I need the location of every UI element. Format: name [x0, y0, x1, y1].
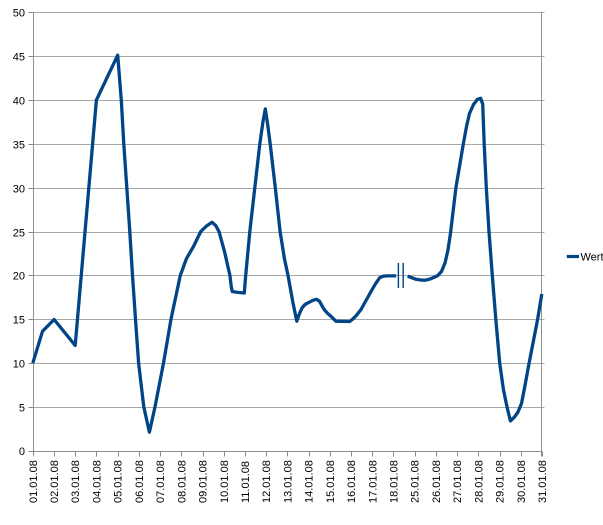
svg-text:10.01.08: 10.01.08: [219, 460, 231, 503]
svg-text:03.01.08: 03.01.08: [70, 460, 82, 503]
svg-text:20: 20: [13, 271, 25, 283]
svg-text:06.01.08: 06.01.08: [134, 460, 146, 503]
svg-text:31.01.08: 31.01.08: [537, 460, 549, 503]
svg-text:13.01.08: 13.01.08: [282, 460, 294, 503]
svg-text:08.01.08: 08.01.08: [176, 460, 188, 503]
svg-text:26.01.08: 26.01.08: [431, 460, 443, 503]
svg-text:45: 45: [13, 52, 25, 64]
svg-text:15: 15: [13, 315, 25, 327]
svg-text:35: 35: [13, 140, 25, 152]
svg-text:5: 5: [19, 403, 25, 415]
svg-text:09.01.08: 09.01.08: [198, 460, 210, 503]
svg-text:30.01.08: 30.01.08: [516, 460, 528, 503]
svg-text:16.01.08: 16.01.08: [346, 460, 358, 503]
svg-text:17.01.08: 17.01.08: [367, 460, 379, 503]
svg-text:40: 40: [13, 96, 25, 108]
svg-text:05.01.08: 05.01.08: [113, 460, 125, 503]
svg-text:07.01.08: 07.01.08: [155, 460, 167, 503]
svg-text:0: 0: [19, 446, 25, 458]
svg-text:28.01.08: 28.01.08: [473, 460, 485, 503]
svg-text:29.01.08: 29.01.08: [495, 460, 507, 503]
svg-text:50: 50: [13, 8, 25, 20]
svg-text:14.01.08: 14.01.08: [304, 460, 316, 503]
svg-text:02.01.08: 02.01.08: [49, 460, 61, 503]
svg-text:11.01.08: 11.01.08: [240, 461, 252, 503]
svg-text:12.01.08: 12.01.08: [261, 460, 273, 503]
svg-text:15.01.08: 15.01.08: [325, 460, 337, 503]
svg-text:30: 30: [13, 184, 25, 196]
svg-text:27.01.08: 27.01.08: [452, 460, 464, 503]
svg-text:18.01.08: 18.01.08: [389, 460, 401, 503]
svg-text:01.01.08: 01.01.08: [28, 460, 40, 503]
svg-text:10: 10: [13, 359, 25, 371]
svg-text:04.01.08: 04.01.08: [92, 460, 104, 503]
svg-text:25.01.08: 25.01.08: [410, 460, 422, 503]
svg-text:25: 25: [13, 228, 25, 240]
svg-text:Wert: Wert: [581, 252, 603, 264]
